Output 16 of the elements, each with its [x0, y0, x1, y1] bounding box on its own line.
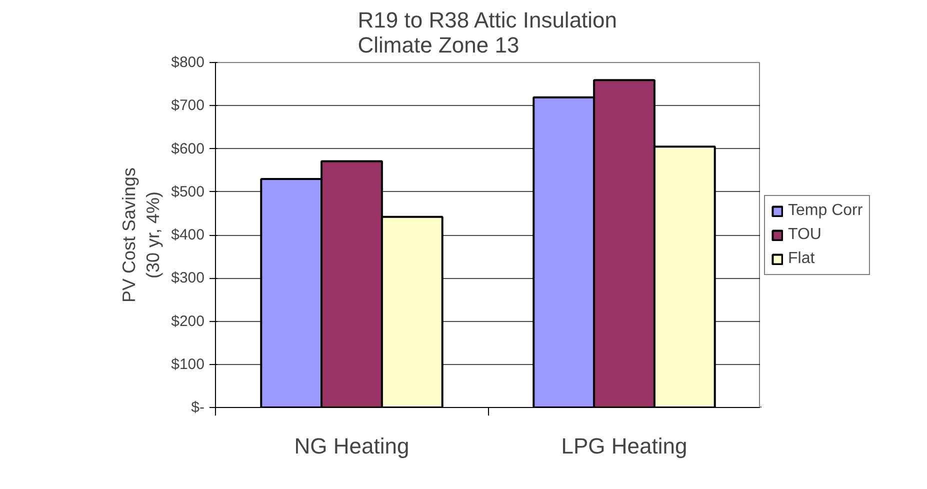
x-tick-label: LPG Heating [561, 434, 688, 458]
y-tick-label: $800 [171, 54, 205, 71]
y-tick-label: $700 [171, 97, 205, 114]
y-axis-title: PV Cost Savings (30 yr, 4%) [119, 167, 164, 303]
legend-label: Flat [788, 250, 815, 268]
legend-label: TOU [788, 226, 822, 244]
chart-title: R19 to R38 Attic Insulation Climate Zone 13 [358, 8, 618, 58]
y-tick-label: $- [191, 399, 205, 416]
y-tick-label: $200 [171, 312, 205, 330]
y-tick-label: $400 [171, 226, 205, 244]
y-tick-label: $500 [171, 183, 205, 200]
x-tick-label: NG Heating [294, 434, 410, 458]
legend-label: Temp Corr [788, 202, 863, 220]
y-tick-label: $600 [171, 140, 205, 158]
y-tick-label: $300 [171, 270, 205, 287]
y-tick-label: $100 [171, 356, 205, 373]
